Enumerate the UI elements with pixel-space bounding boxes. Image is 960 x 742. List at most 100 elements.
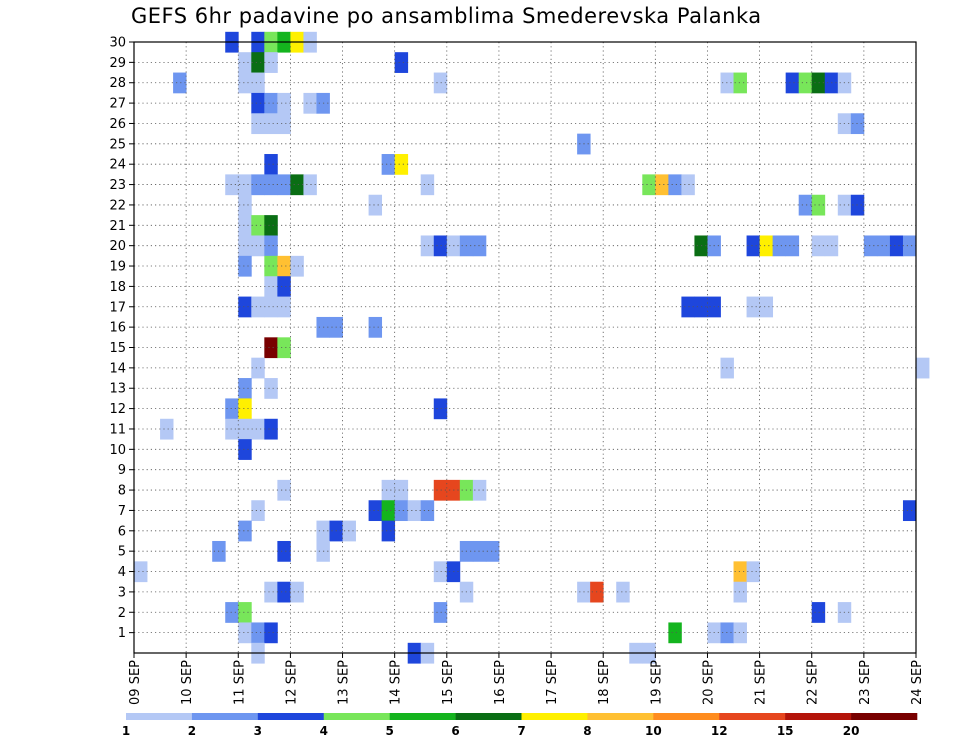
- x-tick-label: 20 SEP: [702, 660, 717, 705]
- y-tick-label: 4: [118, 565, 126, 580]
- heatmap-cell: [277, 581, 291, 603]
- heatmap-cell: [420, 235, 435, 257]
- x-tick-label: 22 SEP: [806, 660, 821, 705]
- x-tick-label: 23 SEP: [858, 660, 873, 705]
- heatmap-cell: [616, 581, 630, 603]
- y-tick-label: 17: [109, 300, 126, 315]
- heatmap-cell: [238, 520, 252, 542]
- x-tick-label: 09 SEP: [128, 660, 143, 705]
- colorbar-label: 4: [320, 724, 328, 738]
- heatmap-cell: [368, 194, 383, 216]
- colorbar-segment: [126, 713, 193, 720]
- heatmap-cell: [238, 418, 252, 440]
- heatmap-cell: [264, 154, 278, 175]
- heatmap-cell: [277, 540, 291, 562]
- y-tick-label: 11: [109, 422, 126, 437]
- y-tick-label: 16: [109, 321, 126, 336]
- heatmap-cell: [251, 72, 265, 94]
- colorbar-segment: [521, 713, 588, 720]
- heatmap-cell: [251, 235, 265, 257]
- heatmap-cell: [238, 622, 252, 644]
- y-tick-label: 29: [109, 56, 126, 71]
- heatmap-cell: [394, 52, 409, 73]
- y-tick-label: 27: [109, 97, 126, 112]
- heatmap-cell: [759, 235, 774, 257]
- colorbar-label: 12: [711, 724, 728, 738]
- colorbar-label: 5: [385, 724, 393, 738]
- heatmap-cell: [746, 561, 760, 583]
- heatmap-cell: [902, 235, 917, 257]
- heatmap-cell: [863, 235, 878, 257]
- heatmap-cell: [394, 479, 409, 501]
- colorbar-label: 2: [188, 724, 196, 738]
- heatmap-cell: [381, 154, 396, 175]
- heatmap-cell: [251, 500, 265, 522]
- heatmap-cell: [277, 255, 291, 277]
- heatmap-cell: [264, 622, 278, 644]
- y-tick-label: 24: [109, 158, 126, 173]
- colorbar-segment: [851, 713, 918, 720]
- y-tick-label: 18: [109, 280, 126, 295]
- heatmap-cell: [433, 602, 448, 623]
- y-tick-label: 26: [109, 117, 126, 132]
- colorbar-label: 10: [645, 724, 662, 738]
- heatmap-cell: [368, 500, 383, 522]
- heatmap-cell: [264, 276, 278, 297]
- y-tick-label: 15: [109, 341, 126, 356]
- colorbar-segment: [719, 713, 786, 720]
- heatmap-cell: [264, 215, 278, 236]
- heatmap-cell: [251, 215, 265, 236]
- colorbar-label: 8: [583, 724, 591, 738]
- heatmap-cell: [303, 174, 317, 196]
- x-axis: 09 SEP 10 SEP 11 SEP 12 SEP 13 SEP 14 SEP 15 S…: [128, 653, 925, 705]
- heatmap-cell: [225, 174, 239, 196]
- colorbar: 1 2 3 4 5 6 7 8 10 12 15 20: [122, 713, 918, 738]
- heatmap-cell: [290, 174, 304, 196]
- heatmap-cell: [811, 72, 826, 94]
- colorbar-segment: [653, 713, 720, 720]
- heatmap-cell: [407, 500, 422, 522]
- y-tick-label: 20: [109, 239, 126, 254]
- heatmap-cell: [264, 378, 278, 399]
- heatmap-cell: [785, 72, 800, 94]
- x-tick-label: 12 SEP: [284, 660, 299, 705]
- y-tick-label: 25: [109, 137, 126, 152]
- y-tick-label: 6: [118, 524, 126, 539]
- heatmap-cell: [238, 255, 252, 277]
- heatmap-cell: [277, 113, 291, 135]
- heatmap-cell: [668, 622, 682, 644]
- colorbar-label: 6: [451, 724, 459, 738]
- y-tick-label: 14: [109, 361, 126, 376]
- heatmap-cell: [394, 500, 409, 522]
- heatmap-cell: [733, 581, 747, 603]
- heatmap-cell: [264, 92, 278, 114]
- colorbar-segment: [323, 713, 390, 720]
- heatmap-cell: [642, 174, 656, 196]
- heatmap-cell: [277, 296, 291, 318]
- heatmap-cell: [746, 235, 760, 257]
- x-tick-label: 10 SEP: [180, 660, 195, 705]
- heatmap-cell: [811, 194, 826, 216]
- heatmap-cell: [264, 235, 278, 257]
- x-tick-label: 16 SEP: [493, 660, 508, 705]
- heatmap-cell: [264, 296, 278, 318]
- colorbar-label: 15: [777, 724, 794, 738]
- heatmap-cell: [277, 479, 291, 501]
- heatmap-cell: [264, 581, 278, 603]
- heatmap-cell: [681, 174, 695, 196]
- x-tick-label: 11 SEP: [232, 660, 247, 705]
- heatmap-cell: [264, 52, 278, 73]
- heatmap-cell: [485, 540, 500, 562]
- heatmap-cell: [264, 113, 278, 135]
- colorbar-segment: [191, 713, 259, 720]
- heatmap-cell: [394, 154, 409, 175]
- heatmap-cell: [381, 520, 396, 542]
- heatmap-cell: [238, 52, 252, 73]
- x-tick-label: 17 SEP: [545, 660, 560, 705]
- heatmap-cell: [368, 316, 383, 338]
- colorbar-label: 3: [254, 724, 262, 738]
- y-tick-label: 21: [109, 219, 126, 234]
- heatmap-cell: [798, 72, 813, 94]
- heatmap-cell: [277, 276, 291, 297]
